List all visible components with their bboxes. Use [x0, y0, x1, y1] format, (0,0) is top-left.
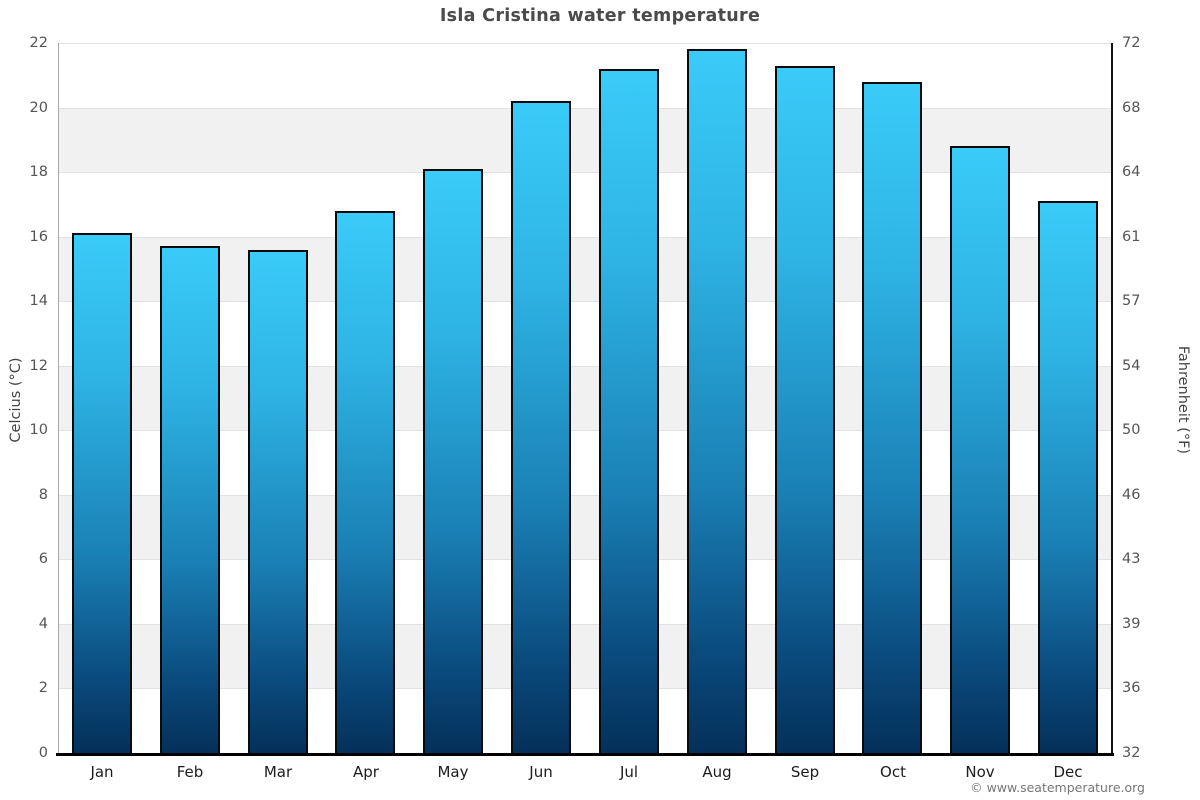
grid-band — [58, 430, 1112, 495]
fahrenheit-tick-36: 36 — [1122, 680, 1141, 696]
fahrenheit-tick-64: 64 — [1122, 164, 1141, 180]
gridline — [58, 237, 1112, 238]
bar-jun — [511, 101, 571, 753]
month-label-sep: Sep — [790, 763, 820, 781]
grid-band — [58, 623, 1112, 689]
fahrenheit-tick-72: 72 — [1122, 35, 1141, 51]
bottom-axis-line — [56, 753, 1114, 756]
celsius-tick-0: 0 — [38, 745, 48, 761]
fahrenheit-tick-61: 61 — [1122, 229, 1141, 245]
gridline — [58, 559, 1112, 560]
fahrenheit-tick-57: 57 — [1122, 293, 1141, 309]
gridline — [58, 301, 1112, 302]
grid-band — [58, 494, 1112, 560]
month-label-apr: Apr — [353, 763, 379, 781]
gridline — [58, 495, 1112, 496]
celsius-tick-14: 14 — [29, 293, 48, 309]
left-axis-line — [58, 43, 59, 754]
bar-nov — [950, 146, 1010, 753]
y-axis-label-fahrenheit: Fahrenheit (°F) — [1175, 345, 1191, 455]
celsius-tick-10: 10 — [29, 422, 48, 438]
gridline — [58, 688, 1112, 689]
month-label-jan: Jan — [90, 763, 114, 781]
bar-mar — [248, 250, 308, 753]
bar-apr — [335, 211, 395, 753]
gridline — [58, 430, 1112, 431]
fahrenheit-tick-39: 39 — [1122, 616, 1141, 632]
month-label-jul: Jul — [619, 763, 639, 781]
grid-band — [58, 107, 1112, 173]
month-label-oct: Oct — [880, 763, 906, 781]
grid-band — [58, 172, 1112, 237]
bar-dec — [1038, 201, 1098, 753]
bar-jul — [599, 69, 659, 753]
gridline — [58, 108, 1112, 109]
bar-may — [423, 169, 483, 753]
copyright-footer: © www.seatemperature.org — [970, 780, 1145, 795]
celsius-tick-20: 20 — [29, 100, 48, 116]
gridline — [58, 624, 1112, 625]
celsius-tick-22: 22 — [29, 35, 48, 51]
plot-area — [58, 43, 1112, 753]
bar-oct — [862, 82, 922, 753]
month-label-jun: Jun — [529, 763, 553, 781]
grid-band — [58, 559, 1112, 624]
y-axis-label-celsius: Celcius (°C) — [8, 357, 24, 443]
grid-band — [58, 301, 1112, 366]
celsius-tick-18: 18 — [29, 164, 48, 180]
gridline — [58, 172, 1112, 173]
month-label-mar: Mar — [263, 763, 293, 781]
celsius-tick-2: 2 — [38, 680, 48, 696]
gridline — [58, 366, 1112, 367]
chart-title: Isla Cristina water temperature — [439, 6, 761, 26]
right-axis-line — [1111, 43, 1113, 755]
celsius-tick-12: 12 — [29, 358, 48, 374]
fahrenheit-tick-32: 32 — [1122, 745, 1141, 761]
grid-band — [58, 688, 1112, 753]
grid-band — [58, 365, 1112, 431]
month-label-may: May — [437, 763, 469, 781]
celsius-tick-4: 4 — [38, 616, 48, 632]
bar-jan — [72, 233, 132, 753]
fahrenheit-tick-43: 43 — [1122, 551, 1141, 567]
fahrenheit-tick-46: 46 — [1122, 487, 1141, 503]
celsius-tick-16: 16 — [29, 229, 48, 245]
bar-sep — [775, 66, 835, 753]
celsius-tick-6: 6 — [38, 551, 48, 567]
month-label-nov: Nov — [965, 763, 995, 781]
bar-aug — [687, 49, 747, 753]
fahrenheit-tick-68: 68 — [1122, 100, 1141, 116]
month-label-feb: Feb — [176, 763, 204, 781]
fahrenheit-tick-50: 50 — [1122, 422, 1141, 438]
month-label-aug: Aug — [702, 763, 732, 781]
gridline — [58, 43, 1112, 44]
grid-band — [58, 43, 1112, 108]
fahrenheit-tick-54: 54 — [1122, 358, 1141, 374]
celsius-tick-8: 8 — [38, 487, 48, 503]
grid-band — [58, 236, 1112, 302]
month-label-dec: Dec — [1053, 763, 1083, 781]
bar-feb — [160, 246, 220, 753]
